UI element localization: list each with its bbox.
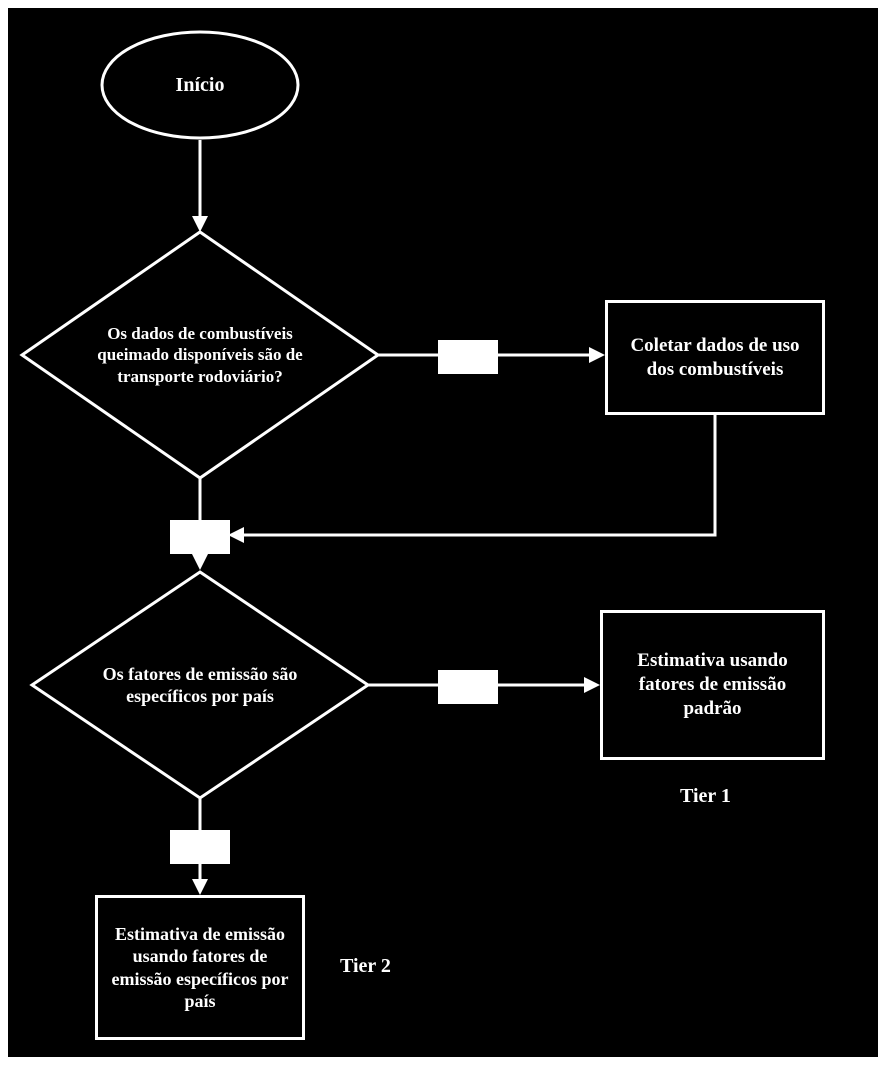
start-label: Início	[100, 30, 300, 140]
decision1-label: Os dados de combustíveis queimado dispon…	[70, 305, 330, 405]
process3-label: Estimativa de emissão usando fatores de …	[105, 895, 295, 1040]
connector-rect-4	[170, 830, 230, 864]
connector-rect-3	[438, 670, 498, 704]
tier2-label: Tier 2	[340, 955, 391, 978]
process1-label: Coletar dados de uso dos combustíveis	[615, 300, 815, 415]
tier1-label: Tier 1	[680, 785, 731, 808]
edge-p1-join	[225, 415, 725, 550]
decision2-label: Os fatores de emissão são específicos po…	[100, 640, 300, 730]
connector-rect-1	[438, 340, 498, 374]
process2-label: Estimativa usando fatores de emissão pad…	[620, 610, 805, 760]
connector-rect-2	[170, 520, 230, 554]
edge-start-d1	[190, 140, 210, 235]
